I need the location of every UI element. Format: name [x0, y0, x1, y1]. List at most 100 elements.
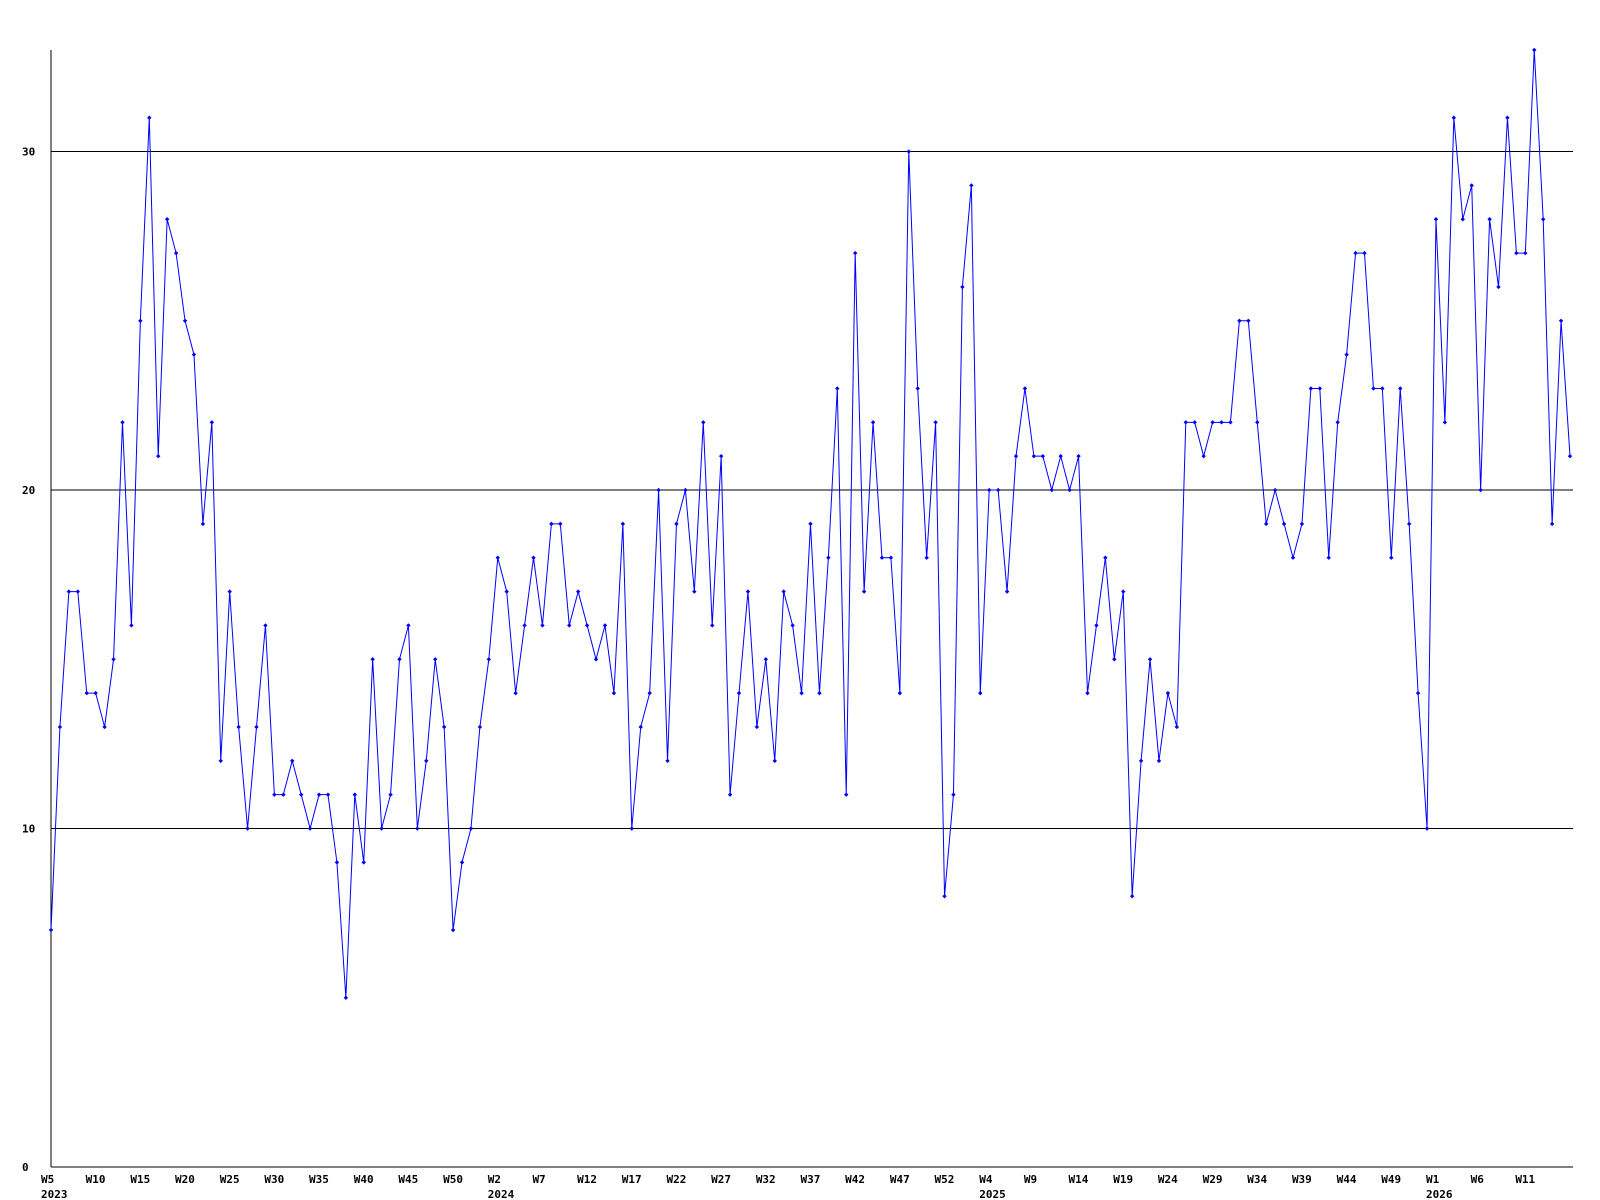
- data-point: [754, 724, 760, 730]
- data-point: [334, 860, 340, 865]
- data-point: [477, 724, 483, 730]
- data-point: [1058, 453, 1063, 459]
- data-point: [84, 690, 89, 696]
- data-point: [826, 555, 831, 560]
- y-tick-label: 10: [22, 823, 35, 836]
- data-point: [1129, 894, 1135, 899]
- data-point: [1335, 420, 1340, 425]
- x-tick-label: W20: [175, 1173, 195, 1186]
- x-tick-label: W9: [1024, 1173, 1037, 1186]
- data-point: [1201, 453, 1206, 459]
- data-point: [1165, 690, 1171, 696]
- data-point: [245, 826, 250, 831]
- data-point: [1326, 555, 1331, 560]
- data-point: [120, 420, 125, 425]
- data-point: [75, 589, 81, 594]
- data-point: [173, 250, 179, 256]
- x-tick-label: W14: [1069, 1173, 1089, 1186]
- x-year-label: 2023: [41, 1188, 68, 1200]
- data-point: [1487, 217, 1492, 222]
- data-point: [1415, 690, 1421, 696]
- x-tick-label: W52: [935, 1173, 955, 1186]
- data-point: [861, 589, 867, 594]
- data-point: [683, 487, 688, 493]
- y-tick-label: 20: [22, 484, 35, 497]
- y-tick-label: 30: [22, 146, 35, 159]
- data-point: [799, 690, 804, 696]
- x-tick-label: W22: [666, 1173, 686, 1186]
- x-tick-label: W39: [1292, 1173, 1312, 1186]
- x-tick-label: W4: [979, 1173, 993, 1186]
- data-point: [1380, 386, 1385, 391]
- data-point: [129, 623, 134, 628]
- data-point: [1549, 521, 1555, 527]
- x-tick-label: W24: [1158, 1173, 1178, 1186]
- data-point: [1433, 217, 1439, 222]
- data-point: [272, 792, 277, 797]
- data-point: [1540, 217, 1546, 222]
- x-tick-label: W25: [220, 1173, 240, 1186]
- data-point: [692, 589, 697, 594]
- data-point: [1532, 47, 1537, 53]
- data-point: [57, 724, 63, 730]
- data-point: [1290, 555, 1296, 560]
- data-point: [1228, 420, 1233, 425]
- data-point: [138, 318, 143, 323]
- data-point: [942, 894, 947, 899]
- data-point: [1406, 521, 1412, 527]
- data-point: [1067, 487, 1072, 493]
- x-year-label: 2024: [488, 1188, 515, 1200]
- data-point: [1237, 318, 1242, 323]
- data-point: [629, 826, 634, 831]
- data-point: [1567, 453, 1573, 459]
- x-tick-label: W6: [1471, 1173, 1485, 1186]
- data-point: [182, 318, 188, 323]
- data-point: [549, 521, 554, 527]
- data-point: [995, 487, 1001, 493]
- data-point: [1398, 386, 1403, 391]
- data-point: [111, 657, 116, 662]
- x-tick-label: W30: [264, 1173, 284, 1186]
- data-point: [638, 724, 643, 730]
- data-point: [852, 250, 858, 256]
- data-point: [933, 420, 938, 425]
- data-point: [388, 792, 393, 797]
- data-point: [1272, 487, 1278, 493]
- data-point: [575, 589, 581, 594]
- data-point: [513, 690, 518, 696]
- data-point: [1344, 352, 1349, 357]
- data-point: [915, 386, 920, 391]
- data-point: [164, 217, 170, 222]
- data-point: [1219, 420, 1224, 425]
- data-point: [558, 521, 563, 527]
- data-point: [397, 657, 402, 662]
- data-point: [1103, 555, 1108, 560]
- data-point: [745, 589, 751, 594]
- x-tick-label: W42: [845, 1173, 865, 1186]
- data-point: [1362, 250, 1367, 256]
- x-tick-label: W49: [1381, 1173, 1401, 1186]
- data-point: [1138, 758, 1144, 764]
- data-point: [817, 690, 822, 696]
- data-point: [379, 826, 384, 831]
- data-point: [584, 623, 590, 628]
- data-point: [790, 623, 795, 628]
- data-point: [486, 657, 492, 662]
- data-point: [763, 657, 769, 662]
- data-point: [307, 826, 313, 831]
- data-point: [1299, 521, 1305, 527]
- y-tick-label: 0: [22, 1161, 29, 1174]
- data-point: [1317, 386, 1323, 391]
- data-point: [781, 589, 786, 594]
- data-point: [1004, 589, 1010, 594]
- data-point: [897, 690, 903, 696]
- data-point: [987, 487, 992, 493]
- data-point: [352, 792, 357, 797]
- data-point: [1049, 487, 1054, 493]
- data-point: [1094, 623, 1099, 628]
- x-tick-label: W19: [1113, 1173, 1133, 1186]
- x-tick-label: W10: [86, 1173, 106, 1186]
- x-tick-label: W15: [130, 1173, 150, 1186]
- data-point: [1112, 657, 1117, 662]
